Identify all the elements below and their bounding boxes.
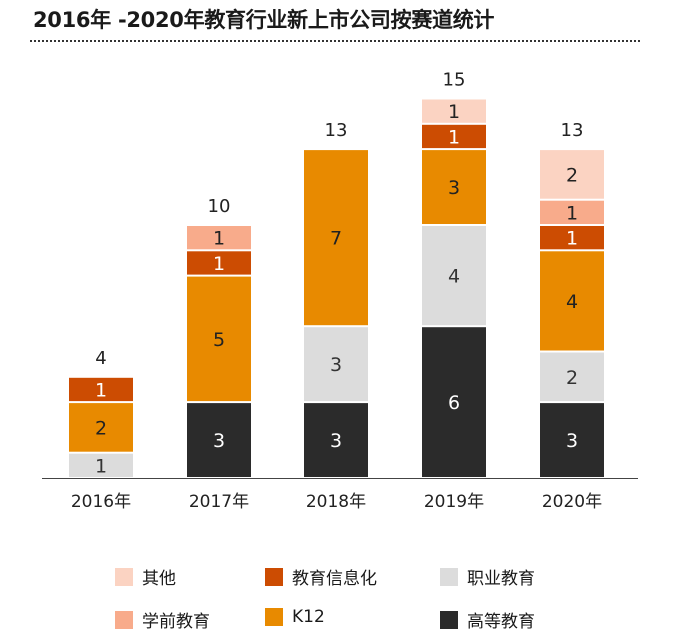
legend-swatch bbox=[115, 567, 133, 586]
legend-item-其他: 其他 bbox=[115, 564, 176, 589]
bar-1-学前教育 bbox=[187, 226, 251, 250]
data-label-4-高等教育: 3 bbox=[566, 430, 578, 452]
legend-item-高等教育: 高等教育 bbox=[440, 607, 535, 632]
data-label-2-职业教育: 3 bbox=[330, 354, 342, 376]
legend-item-学前教育: 学前教育 bbox=[115, 607, 210, 632]
legend-item-k12: K12 bbox=[265, 607, 325, 627]
legend-label: 教育信息化 bbox=[292, 569, 377, 589]
legend-swatch bbox=[115, 610, 133, 629]
total-label-0: 4 bbox=[95, 348, 106, 369]
data-label-4-教育信息化: 1 bbox=[566, 228, 578, 250]
bar-4-其他 bbox=[540, 150, 604, 199]
total-label-1: 10 bbox=[208, 196, 231, 217]
x-tick-label-3: 2019年 bbox=[424, 492, 484, 512]
bar-2-职业教育 bbox=[304, 327, 368, 402]
bar-2-高等教育 bbox=[304, 403, 368, 477]
data-label-4-学前教育: 1 bbox=[566, 202, 578, 224]
bar-3-高等教育 bbox=[422, 327, 486, 477]
data-label-0-职业教育: 1 bbox=[95, 455, 107, 477]
legend-label: 其他 bbox=[142, 569, 176, 589]
legend-label: 学前教育 bbox=[142, 612, 210, 632]
bar-2-k12 bbox=[304, 150, 368, 326]
bar-1-k12 bbox=[187, 276, 251, 402]
bar-1-高等教育 bbox=[187, 403, 251, 477]
bar-0-教育信息化 bbox=[69, 377, 133, 402]
data-label-3-其他: 1 bbox=[448, 101, 460, 123]
data-label-1-k12: 5 bbox=[213, 329, 225, 351]
data-label-4-其他: 2 bbox=[566, 164, 578, 186]
stacked-bar-chart: 12142016年3511102017年337132018年6431115201… bbox=[42, 70, 638, 512]
legend-label: 职业教育 bbox=[467, 569, 535, 589]
data-label-4-职业教育: 2 bbox=[566, 367, 578, 389]
chart-title: 2016年 -2020年教育行业新上市公司按赛道统计 bbox=[33, 8, 495, 32]
data-label-1-学前教育: 1 bbox=[213, 228, 225, 250]
data-label-0-教育信息化: 1 bbox=[95, 379, 107, 401]
data-label-1-教育信息化: 1 bbox=[213, 253, 225, 275]
x-tick-label-4: 2020年 bbox=[542, 492, 602, 512]
x-tick-label-0: 2016年 bbox=[71, 492, 131, 512]
data-label-3-教育信息化: 1 bbox=[448, 126, 460, 148]
data-label-2-k12: 7 bbox=[330, 228, 342, 250]
x-tick-label-2: 2018年 bbox=[306, 492, 366, 512]
bar-3-k12 bbox=[422, 150, 486, 224]
total-label-2: 13 bbox=[325, 120, 348, 141]
total-label-4: 13 bbox=[561, 120, 584, 141]
bar-4-学前教育 bbox=[540, 200, 604, 224]
legend-swatch bbox=[440, 567, 458, 586]
bar-0-k12 bbox=[69, 403, 133, 452]
data-label-0-k12: 2 bbox=[95, 417, 107, 439]
total-label-3: 15 bbox=[443, 70, 466, 91]
bar-3-其他 bbox=[422, 99, 486, 123]
bar-4-教育信息化 bbox=[540, 226, 604, 250]
bar-1-教育信息化 bbox=[187, 251, 251, 275]
title-divider bbox=[30, 40, 640, 42]
bar-3-教育信息化 bbox=[422, 124, 486, 149]
legend-swatch bbox=[265, 608, 283, 626]
legend-swatch bbox=[265, 567, 283, 586]
legend-label: K12 bbox=[292, 607, 325, 627]
bar-4-k12 bbox=[540, 251, 604, 351]
data-label-2-高等教育: 3 bbox=[330, 430, 342, 452]
data-label-3-高等教育: 6 bbox=[448, 392, 460, 414]
x-tick-label-1: 2017年 bbox=[189, 492, 249, 512]
data-label-3-职业教育: 4 bbox=[448, 266, 460, 288]
bar-4-职业教育 bbox=[540, 352, 604, 402]
bar-0-职业教育 bbox=[69, 453, 133, 477]
legend-swatch bbox=[440, 610, 458, 629]
bar-4-高等教育 bbox=[540, 403, 604, 477]
data-label-3-k12: 3 bbox=[448, 177, 460, 199]
bar-3-职业教育 bbox=[422, 226, 486, 326]
data-label-1-高等教育: 3 bbox=[213, 430, 225, 452]
legend-item-职业教育: 职业教育 bbox=[440, 564, 535, 589]
legend-item-教育信息化: 教育信息化 bbox=[265, 564, 377, 589]
data-label-4-k12: 4 bbox=[566, 291, 578, 313]
legend-label: 高等教育 bbox=[467, 612, 535, 632]
